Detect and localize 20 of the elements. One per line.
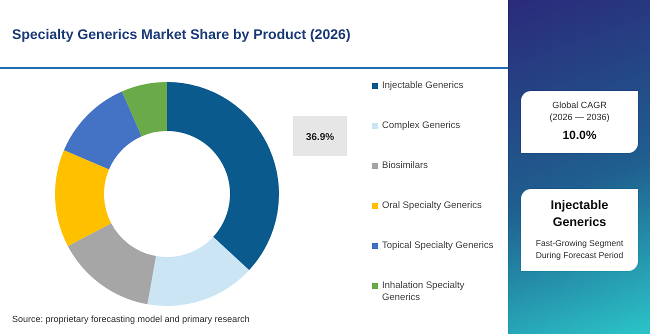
legend-label: Oral Specialty Generics — [382, 200, 482, 212]
text: 10.0% — [561, 128, 598, 142]
legend-label: Inhalation Specialty Generics — [382, 280, 466, 304]
text: Injectable Generics — [550, 197, 610, 231]
text: Fast-Growing Segment During Forecast Period — [534, 237, 624, 261]
donut-slice — [122, 82, 167, 136]
legend-label: Complex Generics — [382, 120, 460, 132]
donut-slice — [68, 223, 156, 304]
legend-label: Injectable Generics — [382, 80, 464, 92]
donut-slice — [167, 82, 279, 270]
donut-slice — [147, 236, 250, 306]
chart-title: Specialty Generics Market Share by Product (2026) — [12, 26, 350, 42]
donut-slice — [64, 91, 142, 170]
text: (2026 — 2036) — [548, 112, 611, 122]
text: Global CAGR — [551, 100, 608, 110]
donut-slice — [55, 150, 112, 246]
source-note: Source: proprietary forecasting model and primary research — [12, 314, 250, 324]
legend-label: Biosimilars — [382, 160, 428, 172]
legend-label: Topical Specialty Generics — [382, 240, 494, 252]
data-label: 36.9% — [306, 132, 334, 143]
